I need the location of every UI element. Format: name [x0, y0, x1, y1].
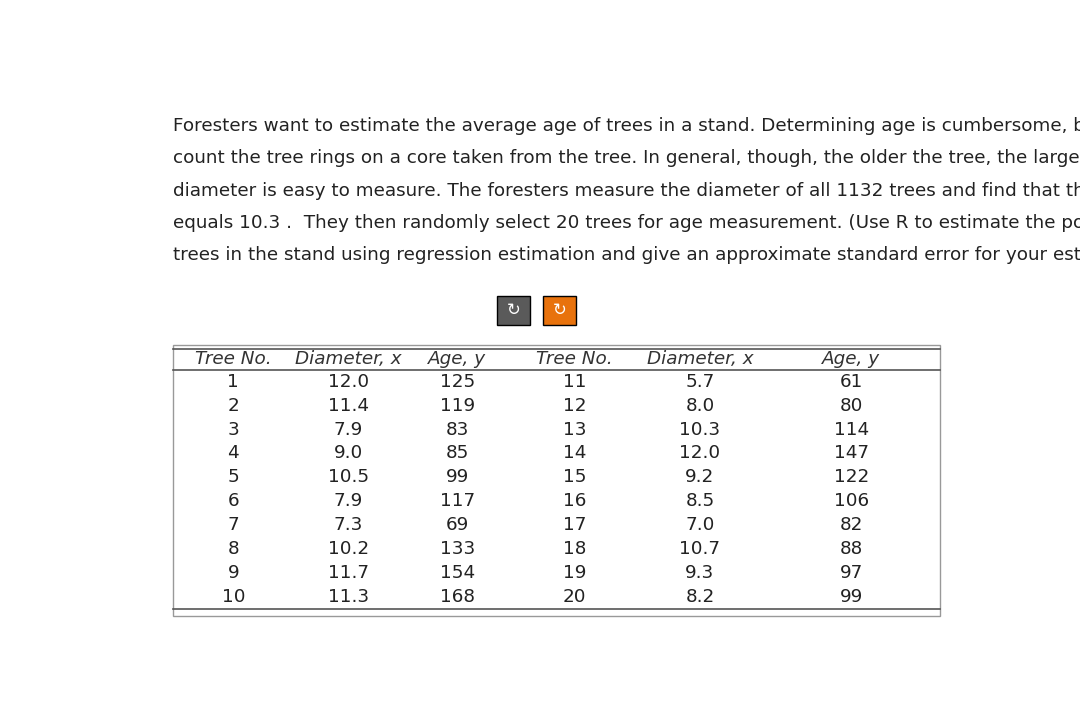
Text: Diameter, x: Diameter, x	[647, 350, 753, 368]
Text: 119: 119	[440, 396, 475, 414]
Text: 1: 1	[228, 373, 240, 391]
Text: 82: 82	[840, 516, 863, 534]
Text: 19: 19	[563, 565, 586, 582]
Text: 7.9: 7.9	[334, 420, 363, 438]
Text: 12.0: 12.0	[679, 445, 720, 463]
Text: 9: 9	[228, 565, 239, 582]
Text: 9.3: 9.3	[686, 565, 715, 582]
Text: 11.3: 11.3	[328, 588, 369, 606]
Text: 7.0: 7.0	[686, 516, 715, 534]
FancyBboxPatch shape	[542, 296, 576, 325]
Text: 17: 17	[563, 516, 586, 534]
Text: Tree No.: Tree No.	[195, 350, 272, 368]
Text: 10: 10	[221, 588, 245, 606]
Bar	[173, 345, 941, 616]
Text: 20: 20	[563, 588, 586, 606]
Text: 10.7: 10.7	[679, 540, 720, 558]
Text: 88: 88	[840, 540, 863, 558]
Text: 80: 80	[840, 396, 863, 414]
Text: ↻: ↻	[507, 301, 521, 319]
Text: 12.0: 12.0	[328, 373, 369, 391]
Text: 8.5: 8.5	[686, 492, 715, 510]
Text: 12: 12	[563, 396, 586, 414]
Text: 11.7: 11.7	[328, 565, 369, 582]
Text: Diameter, x: Diameter, x	[295, 350, 402, 368]
Text: 147: 147	[834, 445, 869, 463]
Text: 3: 3	[228, 420, 240, 438]
Text: 10.5: 10.5	[328, 469, 369, 487]
Text: 18: 18	[563, 540, 586, 558]
Text: 8.0: 8.0	[686, 396, 715, 414]
Text: 125: 125	[440, 373, 475, 391]
Text: Age, y: Age, y	[822, 350, 880, 368]
Text: 10.3: 10.3	[679, 420, 720, 438]
Text: 4: 4	[228, 445, 239, 463]
Text: 99: 99	[446, 469, 469, 487]
FancyBboxPatch shape	[497, 296, 530, 325]
Text: 8: 8	[228, 540, 239, 558]
Text: 15: 15	[563, 469, 586, 487]
Text: 11.4: 11.4	[328, 396, 369, 414]
Text: 154: 154	[440, 565, 475, 582]
Text: 97: 97	[840, 565, 863, 582]
Text: 9.0: 9.0	[334, 445, 363, 463]
Text: 7: 7	[228, 516, 240, 534]
Text: diameter is easy to measure. The foresters measure the diameter of all 1132 tree: diameter is easy to measure. The foreste…	[173, 182, 1080, 200]
Text: 2: 2	[228, 396, 240, 414]
Text: 6: 6	[228, 492, 239, 510]
Text: Tree No.: Tree No.	[536, 350, 612, 368]
Text: 99: 99	[840, 588, 863, 606]
Text: 117: 117	[440, 492, 475, 510]
Text: Foresters want to estimate the average age of trees in a stand. Determining age : Foresters want to estimate the average a…	[173, 117, 1080, 135]
Text: 122: 122	[834, 469, 869, 487]
Text: 10.2: 10.2	[328, 540, 369, 558]
Text: 16: 16	[563, 492, 586, 510]
Text: 7.9: 7.9	[334, 492, 363, 510]
Text: 114: 114	[834, 420, 869, 438]
Text: 8.2: 8.2	[686, 588, 715, 606]
Text: 5: 5	[228, 469, 240, 487]
Text: 106: 106	[834, 492, 869, 510]
Text: equals 10.3 .  They then randomly select 20 trees for age measurement. (Use R to: equals 10.3 . They then randomly select …	[173, 214, 1080, 232]
Text: Age, y: Age, y	[428, 350, 486, 368]
Text: count the tree rings on a core taken from the tree. In general, though, the olde: count the tree rings on a core taken fro…	[173, 149, 1080, 168]
Text: 14: 14	[563, 445, 586, 463]
Text: ↻: ↻	[553, 301, 566, 319]
Text: 5.7: 5.7	[686, 373, 715, 391]
Text: 9.2: 9.2	[686, 469, 715, 487]
Text: 69: 69	[446, 516, 469, 534]
Text: 133: 133	[440, 540, 475, 558]
Text: 61: 61	[840, 373, 863, 391]
Text: 85: 85	[446, 445, 469, 463]
Text: 168: 168	[440, 588, 475, 606]
Text: 11: 11	[563, 373, 586, 391]
Text: trees in the stand using regression estimation and give an approximate standard : trees in the stand using regression esti…	[173, 246, 1080, 264]
Text: 83: 83	[446, 420, 469, 438]
Text: 7.3: 7.3	[334, 516, 363, 534]
Text: 13: 13	[563, 420, 586, 438]
